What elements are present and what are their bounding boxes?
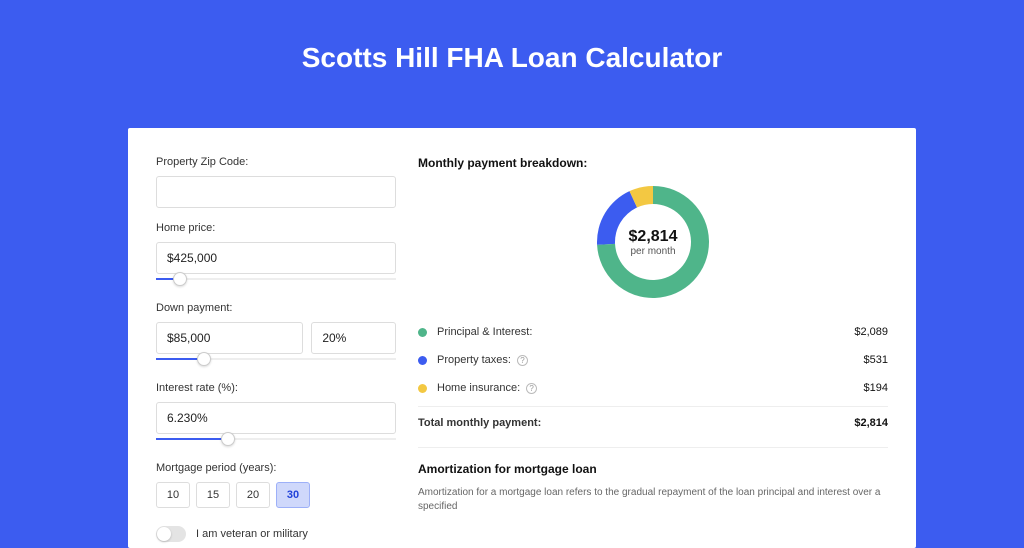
interest-rate-slider[interactable] [156, 432, 396, 448]
info-icon[interactable]: ? [526, 383, 537, 394]
legend-value: $2,089 [854, 326, 888, 338]
home-price-slider-thumb[interactable] [173, 272, 187, 286]
total-label: Total monthly payment: [418, 417, 854, 429]
legend-row: Principal & Interest:$2,089 [418, 318, 888, 346]
mortgage-period-group: Mortgage period (years): 10152030 [156, 462, 396, 508]
legend-dot [418, 328, 427, 337]
veteran-toggle[interactable] [156, 526, 186, 542]
legend-value: $531 [864, 354, 888, 366]
mortgage-period-option-10[interactable]: 10 [156, 482, 190, 508]
legend-total-row: Total monthly payment:$2,814 [418, 406, 888, 437]
donut-chart: $2,814 per month [593, 182, 713, 302]
info-icon[interactable]: ? [517, 355, 528, 366]
legend-label: Property taxes:? [437, 354, 864, 366]
veteran-toggle-knob [157, 527, 171, 541]
mortgage-period-option-20[interactable]: 20 [236, 482, 270, 508]
mortgage-period-label: Mortgage period (years): [156, 462, 396, 474]
home-price-group: Home price: [156, 222, 396, 288]
home-price-input[interactable] [156, 242, 396, 274]
home-price-label: Home price: [156, 222, 396, 234]
veteran-row: I am veteran or military [156, 526, 396, 542]
amortization-body: Amortization for a mortgage loan refers … [418, 486, 888, 514]
calculator-card: Property Zip Code: Home price: Down paym… [128, 128, 916, 548]
zip-label: Property Zip Code: [156, 156, 396, 168]
total-value: $2,814 [854, 417, 888, 429]
interest-rate-input[interactable] [156, 402, 396, 434]
legend-dot [418, 384, 427, 393]
legend-row: Home insurance:?$194 [418, 374, 888, 402]
input-panel: Property Zip Code: Home price: Down paym… [156, 156, 396, 548]
mortgage-period-options: 10152030 [156, 482, 396, 508]
legend: Principal & Interest:$2,089Property taxe… [418, 318, 888, 437]
breakdown-panel: Monthly payment breakdown: $2,814 per mo… [418, 156, 888, 548]
page-title: Scotts Hill FHA Loan Calculator [0, 0, 1024, 74]
donut-value: $2,814 [629, 228, 678, 246]
legend-value: $194 [864, 382, 888, 394]
legend-dot [418, 356, 427, 365]
down-payment-slider-thumb[interactable] [197, 352, 211, 366]
donut-sub: per month [630, 246, 675, 257]
amortization-title: Amortization for mortgage loan [418, 462, 888, 476]
zip-group: Property Zip Code: [156, 156, 396, 208]
down-payment-label: Down payment: [156, 302, 396, 314]
breakdown-title: Monthly payment breakdown: [418, 156, 888, 170]
zip-input[interactable] [156, 176, 396, 208]
home-price-slider[interactable] [156, 272, 396, 288]
interest-rate-label: Interest rate (%): [156, 382, 396, 394]
down-payment-slider[interactable] [156, 352, 396, 368]
veteran-label: I am veteran or military [196, 528, 308, 540]
down-payment-group: Down payment: [156, 302, 396, 368]
down-payment-percent-input[interactable] [311, 322, 396, 354]
interest-rate-slider-thumb[interactable] [221, 432, 235, 446]
down-payment-amount-input[interactable] [156, 322, 303, 354]
donut-center: $2,814 per month [593, 182, 713, 302]
mortgage-period-option-15[interactable]: 15 [196, 482, 230, 508]
donut-chart-wrap: $2,814 per month [418, 182, 888, 302]
amortization-section: Amortization for mortgage loan Amortizat… [418, 447, 888, 514]
legend-label: Principal & Interest: [437, 326, 854, 338]
interest-rate-group: Interest rate (%): [156, 382, 396, 448]
legend-label: Home insurance:? [437, 382, 864, 394]
mortgage-period-option-30[interactable]: 30 [276, 482, 310, 508]
legend-row: Property taxes:?$531 [418, 346, 888, 374]
